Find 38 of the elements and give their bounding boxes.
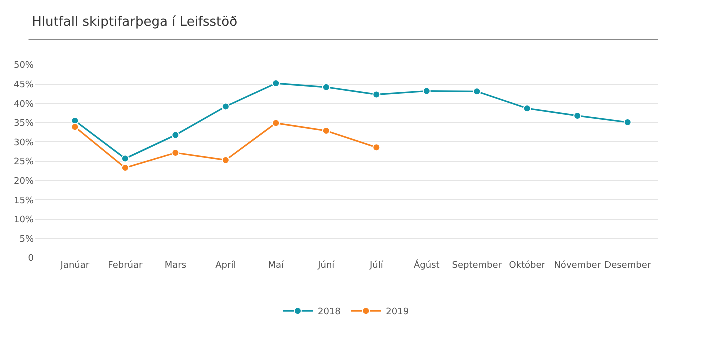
x-tick-label: Desember [604, 261, 652, 271]
x-tick-label: Júní [317, 260, 336, 271]
point [222, 102, 230, 111]
y-tick-label: 25% [14, 158, 34, 168]
x-tick-label: Júlí [368, 260, 384, 271]
x-tick-label: Ágúst [414, 259, 440, 271]
point [523, 104, 532, 113]
y-tick-label: 10% [14, 216, 34, 226]
y-tick-label: 45% [14, 80, 34, 90]
x-tick-label: Apríl [216, 260, 236, 271]
point [71, 123, 80, 132]
x-tick-label: Maí [268, 260, 285, 271]
point [272, 119, 280, 128]
x-tick-label: Nóvember [554, 260, 602, 271]
point [422, 87, 431, 96]
y-tick-label: 35% [14, 119, 34, 130]
legend-label: 2019 [386, 308, 410, 318]
y-tick-label: 15% [14, 196, 34, 206]
point [222, 156, 230, 164]
legend-label: 2018 [318, 308, 342, 318]
y-tick-label: 40% [14, 100, 34, 110]
y-tick-label: 5% [20, 234, 34, 245]
point [372, 90, 381, 99]
x-tick-label: Febrúar [108, 260, 144, 271]
point [322, 83, 330, 92]
x-tick-label: September [452, 261, 502, 271]
point [121, 154, 130, 163]
point [473, 88, 482, 96]
x-tick-label: Janúar [60, 260, 90, 271]
x-tick-label: Mars [164, 261, 187, 271]
y-tick-label: 20% [14, 176, 34, 187]
y-tick-label: 0 [28, 254, 34, 264]
point [372, 144, 381, 152]
x-tick-label: Október [509, 260, 546, 271]
chart-title: Hlutfall skiptifarþega í Leifsstöð [32, 15, 238, 30]
y-tick-label: 30% [14, 138, 34, 148]
y-tick-label: 50% [14, 61, 34, 72]
point [172, 131, 180, 140]
